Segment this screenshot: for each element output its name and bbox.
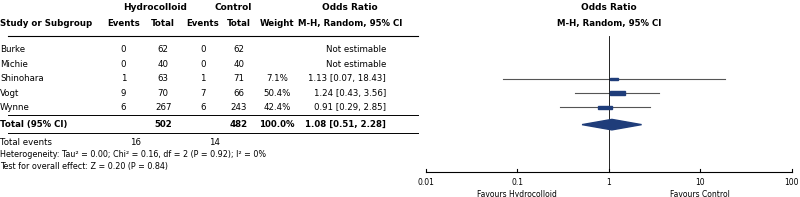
Text: 40: 40 — [158, 60, 169, 69]
Text: Heterogeneity: Tau² = 0.00; Chi² = 0.16, df = 2 (P = 0.92); I² = 0%: Heterogeneity: Tau² = 0.00; Chi² = 0.16,… — [0, 150, 266, 159]
Text: 9: 9 — [121, 88, 126, 98]
Text: Events: Events — [186, 19, 219, 28]
Text: 0.91 [0.29, 2.85]: 0.91 [0.29, 2.85] — [314, 103, 386, 112]
Text: 100: 100 — [785, 178, 799, 187]
Text: 42.4%: 42.4% — [263, 103, 290, 112]
Text: M-H, Random, 95% CI: M-H, Random, 95% CI — [298, 19, 402, 28]
Text: 6: 6 — [200, 103, 206, 112]
Text: 63: 63 — [158, 74, 169, 83]
Text: Not estimable: Not estimable — [326, 60, 386, 69]
Text: 0: 0 — [200, 60, 206, 69]
Text: Favours Hydrocolloid: Favours Hydrocolloid — [478, 190, 558, 197]
Text: 1.13 [0.07, 18.43]: 1.13 [0.07, 18.43] — [308, 74, 386, 83]
Text: 1.24 [0.43, 3.56]: 1.24 [0.43, 3.56] — [314, 88, 386, 98]
Text: 50.4%: 50.4% — [263, 88, 290, 98]
Text: Weight: Weight — [260, 19, 294, 28]
Text: Favours Control: Favours Control — [670, 190, 730, 197]
Text: 243: 243 — [230, 103, 247, 112]
Text: Vogt: Vogt — [0, 88, 19, 98]
Text: 40: 40 — [234, 60, 244, 69]
Text: 482: 482 — [230, 120, 248, 129]
Text: 1: 1 — [121, 74, 126, 83]
Text: M-H, Random, 95% CI: M-H, Random, 95% CI — [557, 19, 661, 28]
Text: 16: 16 — [130, 138, 141, 147]
Text: Michie: Michie — [0, 60, 28, 69]
Text: Study or Subgroup: Study or Subgroup — [0, 19, 92, 28]
Text: Odds Ratio: Odds Ratio — [322, 3, 378, 12]
Text: 1: 1 — [200, 74, 206, 83]
Text: 1: 1 — [606, 178, 611, 187]
Text: 62: 62 — [158, 46, 169, 54]
Text: Odds Ratio: Odds Ratio — [581, 3, 637, 12]
Text: 0: 0 — [200, 46, 206, 54]
Text: 0.01: 0.01 — [418, 178, 434, 187]
Text: 7: 7 — [200, 88, 206, 98]
Text: 14: 14 — [210, 138, 220, 147]
Text: 6: 6 — [121, 103, 126, 112]
Bar — [598, 106, 612, 109]
Text: Events: Events — [107, 19, 140, 28]
Text: Burke: Burke — [0, 46, 25, 54]
Text: 0: 0 — [121, 46, 126, 54]
Text: 7.1%: 7.1% — [266, 74, 288, 83]
Text: Shinohara: Shinohara — [0, 74, 44, 83]
Text: Test for overall effect: Z = 0.20 (P = 0.84): Test for overall effect: Z = 0.20 (P = 0… — [0, 162, 168, 170]
Text: Total: Total — [227, 19, 250, 28]
Text: 1.08 [0.51, 2.28]: 1.08 [0.51, 2.28] — [305, 120, 386, 129]
Text: Control: Control — [214, 3, 251, 12]
Text: 502: 502 — [154, 120, 172, 129]
Text: Hydrocolloid: Hydrocolloid — [123, 3, 187, 12]
Bar — [610, 91, 625, 95]
Text: 70: 70 — [158, 88, 169, 98]
Text: 0.1: 0.1 — [511, 178, 523, 187]
Text: 71: 71 — [234, 74, 244, 83]
Text: 0: 0 — [121, 60, 126, 69]
Text: 100.0%: 100.0% — [259, 120, 294, 129]
Text: 10: 10 — [695, 178, 705, 187]
Text: Wynne: Wynne — [0, 103, 30, 112]
Text: Total (95% CI): Total (95% CI) — [0, 120, 67, 129]
Text: 267: 267 — [155, 103, 171, 112]
Text: 66: 66 — [234, 88, 244, 98]
Polygon shape — [582, 119, 642, 130]
Text: Total events: Total events — [0, 138, 52, 147]
Text: Not estimable: Not estimable — [326, 46, 386, 54]
Text: Total: Total — [151, 19, 175, 28]
Text: 62: 62 — [234, 46, 244, 54]
Bar — [610, 78, 618, 80]
